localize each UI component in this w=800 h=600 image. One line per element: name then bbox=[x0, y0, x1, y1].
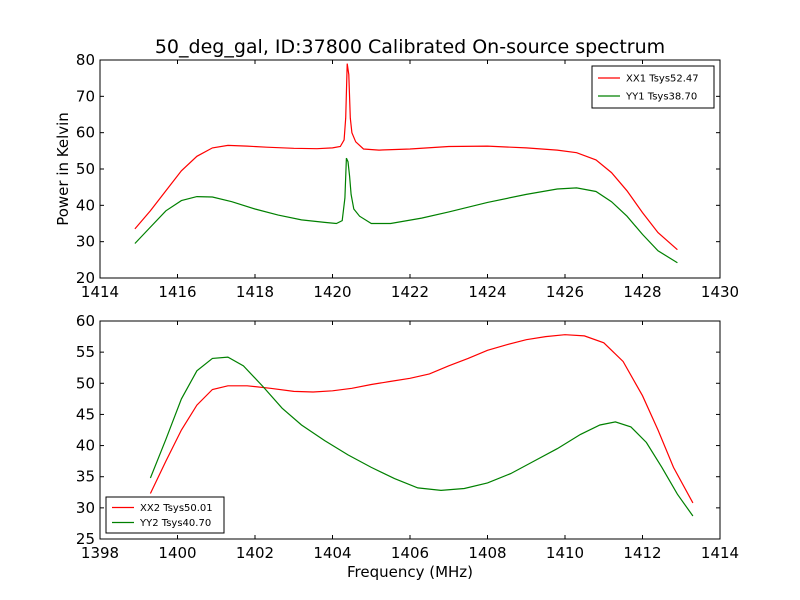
top-plot-panel: 1414 1416 1418 1420 1422 1424 1426 1428 1430 20 30… bbox=[76, 51, 739, 301]
legend-label: YY2 Tsys40.70 bbox=[139, 518, 211, 529]
x-axis-label: Frequency (MHz) bbox=[347, 563, 473, 581]
y-tick-label: 40 bbox=[76, 196, 95, 214]
y-tick-label: 50 bbox=[76, 160, 95, 178]
legend-label: XX2 Tsys50.01 bbox=[140, 503, 213, 514]
legend-box bbox=[591, 65, 715, 109]
y-tick-label: 30 bbox=[76, 233, 95, 251]
x-tick-label: 1400 bbox=[158, 544, 196, 562]
x-tick-label: 1416 bbox=[158, 283, 196, 301]
x-tick-label: 1430 bbox=[701, 283, 739, 301]
y-tick-label: 50 bbox=[76, 374, 95, 392]
y-tick-label: 55 bbox=[76, 343, 95, 361]
y-tick-label: 60 bbox=[76, 124, 95, 142]
legend: XX1 Tsys52.47 YY1 Tsys38.70 bbox=[591, 65, 715, 109]
legend: XX2 Tsys50.01 YY2 Tsys40.70 bbox=[105, 496, 225, 534]
x-tick-label: 1406 bbox=[391, 544, 429, 562]
x-tick-label: 1414 bbox=[81, 283, 119, 301]
y-tick-label: 40 bbox=[76, 437, 95, 455]
y-tick-label: 45 bbox=[76, 405, 95, 423]
bottom-plot-panel: 1398 1400 1402 1404 1406 1408 1410 1412 1414 25 30… bbox=[76, 312, 739, 562]
x-tick-label: 1408 bbox=[468, 544, 506, 562]
series-line-yy2 bbox=[149, 356, 694, 517]
y-tick-label: 70 bbox=[76, 87, 95, 105]
x-tick-label: 1402 bbox=[236, 544, 274, 562]
x-tick-label: 1424 bbox=[468, 283, 506, 301]
x-tick-label: 1412 bbox=[623, 544, 661, 562]
x-tick-label: 1420 bbox=[313, 283, 351, 301]
series-line-xx2 bbox=[149, 334, 694, 504]
series-line-yy1 bbox=[134, 157, 678, 264]
y-axis-label: Power in Kelvin bbox=[54, 112, 72, 226]
x-tick-label: 1410 bbox=[546, 544, 584, 562]
y-tick-label: 60 bbox=[76, 312, 95, 330]
chart-title: 50_deg_gal, ID:37800 Calibrated On-sourc… bbox=[155, 36, 665, 58]
x-tick-label: 1422 bbox=[391, 283, 429, 301]
legend-label: YY1 Tsys38.70 bbox=[625, 92, 697, 103]
y-tick-label: 20 bbox=[76, 269, 95, 287]
y-tick-label: 25 bbox=[76, 530, 95, 548]
y-tick-label: 30 bbox=[76, 499, 95, 517]
y-tick-label: 80 bbox=[76, 51, 95, 69]
legend-label: XX1 Tsys52.47 bbox=[626, 74, 699, 85]
x-tick-label: 1404 bbox=[313, 544, 351, 562]
x-tick-label: 1418 bbox=[236, 283, 274, 301]
x-tick-label: 1414 bbox=[701, 544, 739, 562]
x-tick-label: 1428 bbox=[623, 283, 661, 301]
legend-box bbox=[105, 496, 225, 534]
y-tick-label: 35 bbox=[76, 468, 95, 486]
x-tick-label: 1426 bbox=[546, 283, 584, 301]
x-tick-label: 1398 bbox=[81, 544, 119, 562]
series-line-xx1 bbox=[134, 63, 678, 251]
